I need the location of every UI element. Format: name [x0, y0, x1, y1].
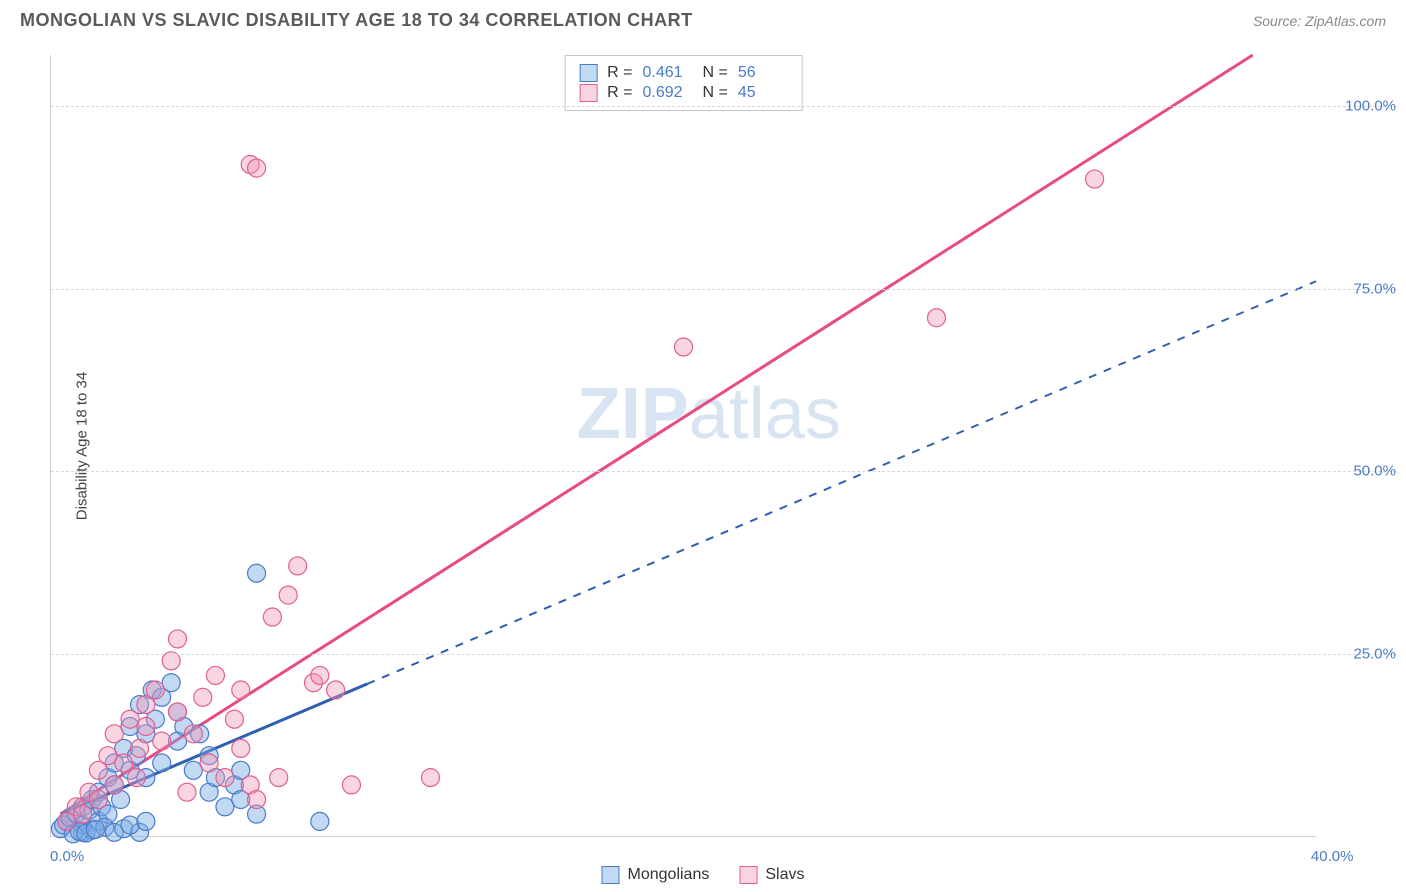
data-point [279, 586, 297, 604]
legend-item-mongolians: Mongolians [602, 866, 710, 884]
data-point [232, 681, 250, 699]
data-point [86, 820, 104, 838]
legend-item-slavs: Slavs [739, 866, 804, 884]
data-point [153, 732, 171, 750]
data-point [225, 710, 243, 728]
swatch-mongolians [579, 64, 597, 82]
stats-legend-box: R = 0.461 N = 56 R = 0.692 N = 45 [564, 55, 803, 111]
data-point [169, 630, 187, 648]
data-point [928, 309, 946, 327]
chart-title: MONGOLIAN VS SLAVIC DISABILITY AGE 18 TO… [20, 10, 693, 31]
x-tick-min: 0.0% [50, 848, 84, 865]
data-point [89, 791, 107, 809]
chart-area: ZIPatlas R = 0.461 N = 56 R = 0.692 N = … [50, 55, 1316, 837]
data-point [216, 769, 234, 787]
data-point [127, 769, 145, 787]
bottom-legend: Mongolians Slavs [602, 866, 805, 884]
data-point [270, 769, 288, 787]
data-point [263, 608, 281, 626]
data-point [675, 338, 693, 356]
data-point [248, 159, 266, 177]
legend-label-slavs: Slavs [765, 866, 804, 884]
data-point [178, 783, 196, 801]
data-point [137, 718, 155, 736]
source-label: Source: ZipAtlas.com [1253, 13, 1386, 29]
y-tick-label: 50.0% [1326, 463, 1396, 480]
y-tick-label: 25.0% [1326, 645, 1396, 662]
data-point [131, 739, 149, 757]
data-point [311, 666, 329, 684]
data-point [422, 769, 440, 787]
data-point [162, 652, 180, 670]
data-point [137, 812, 155, 830]
data-point [1086, 170, 1104, 188]
legend-swatch-mongolians [602, 866, 620, 884]
r-value-mongolians: 0.461 [643, 64, 693, 82]
data-point [206, 666, 224, 684]
data-point [194, 688, 212, 706]
data-point [121, 816, 139, 834]
r-value-slavs: 0.692 [643, 84, 693, 102]
data-point [146, 681, 164, 699]
n-value-slavs: 45 [738, 84, 788, 102]
data-point [248, 564, 266, 582]
data-point [153, 754, 171, 772]
n-value-mongolians: 56 [738, 64, 788, 82]
data-point [105, 725, 123, 743]
data-point [248, 791, 266, 809]
data-point [342, 776, 360, 794]
data-point [184, 725, 202, 743]
data-point [232, 739, 250, 757]
data-point [311, 812, 329, 830]
stats-row-slavs: R = 0.692 N = 45 [579, 84, 788, 102]
legend-label-mongolians: Mongolians [628, 866, 710, 884]
data-point [169, 703, 187, 721]
y-tick-label: 100.0% [1326, 98, 1396, 115]
data-point [327, 681, 345, 699]
data-point [74, 805, 92, 823]
swatch-slavs [579, 84, 597, 102]
data-point [200, 754, 218, 772]
scatter-svg [51, 55, 1316, 836]
stats-row-mongolians: R = 0.461 N = 56 [579, 64, 788, 82]
plot-area: ZIPatlas R = 0.461 N = 56 R = 0.692 N = … [50, 55, 1316, 837]
y-tick-label: 75.0% [1326, 280, 1396, 297]
data-point [115, 754, 133, 772]
x-tick-max: 40.0% [1311, 848, 1354, 865]
legend-swatch-slavs [739, 866, 757, 884]
data-point [289, 557, 307, 575]
data-point [105, 776, 123, 794]
